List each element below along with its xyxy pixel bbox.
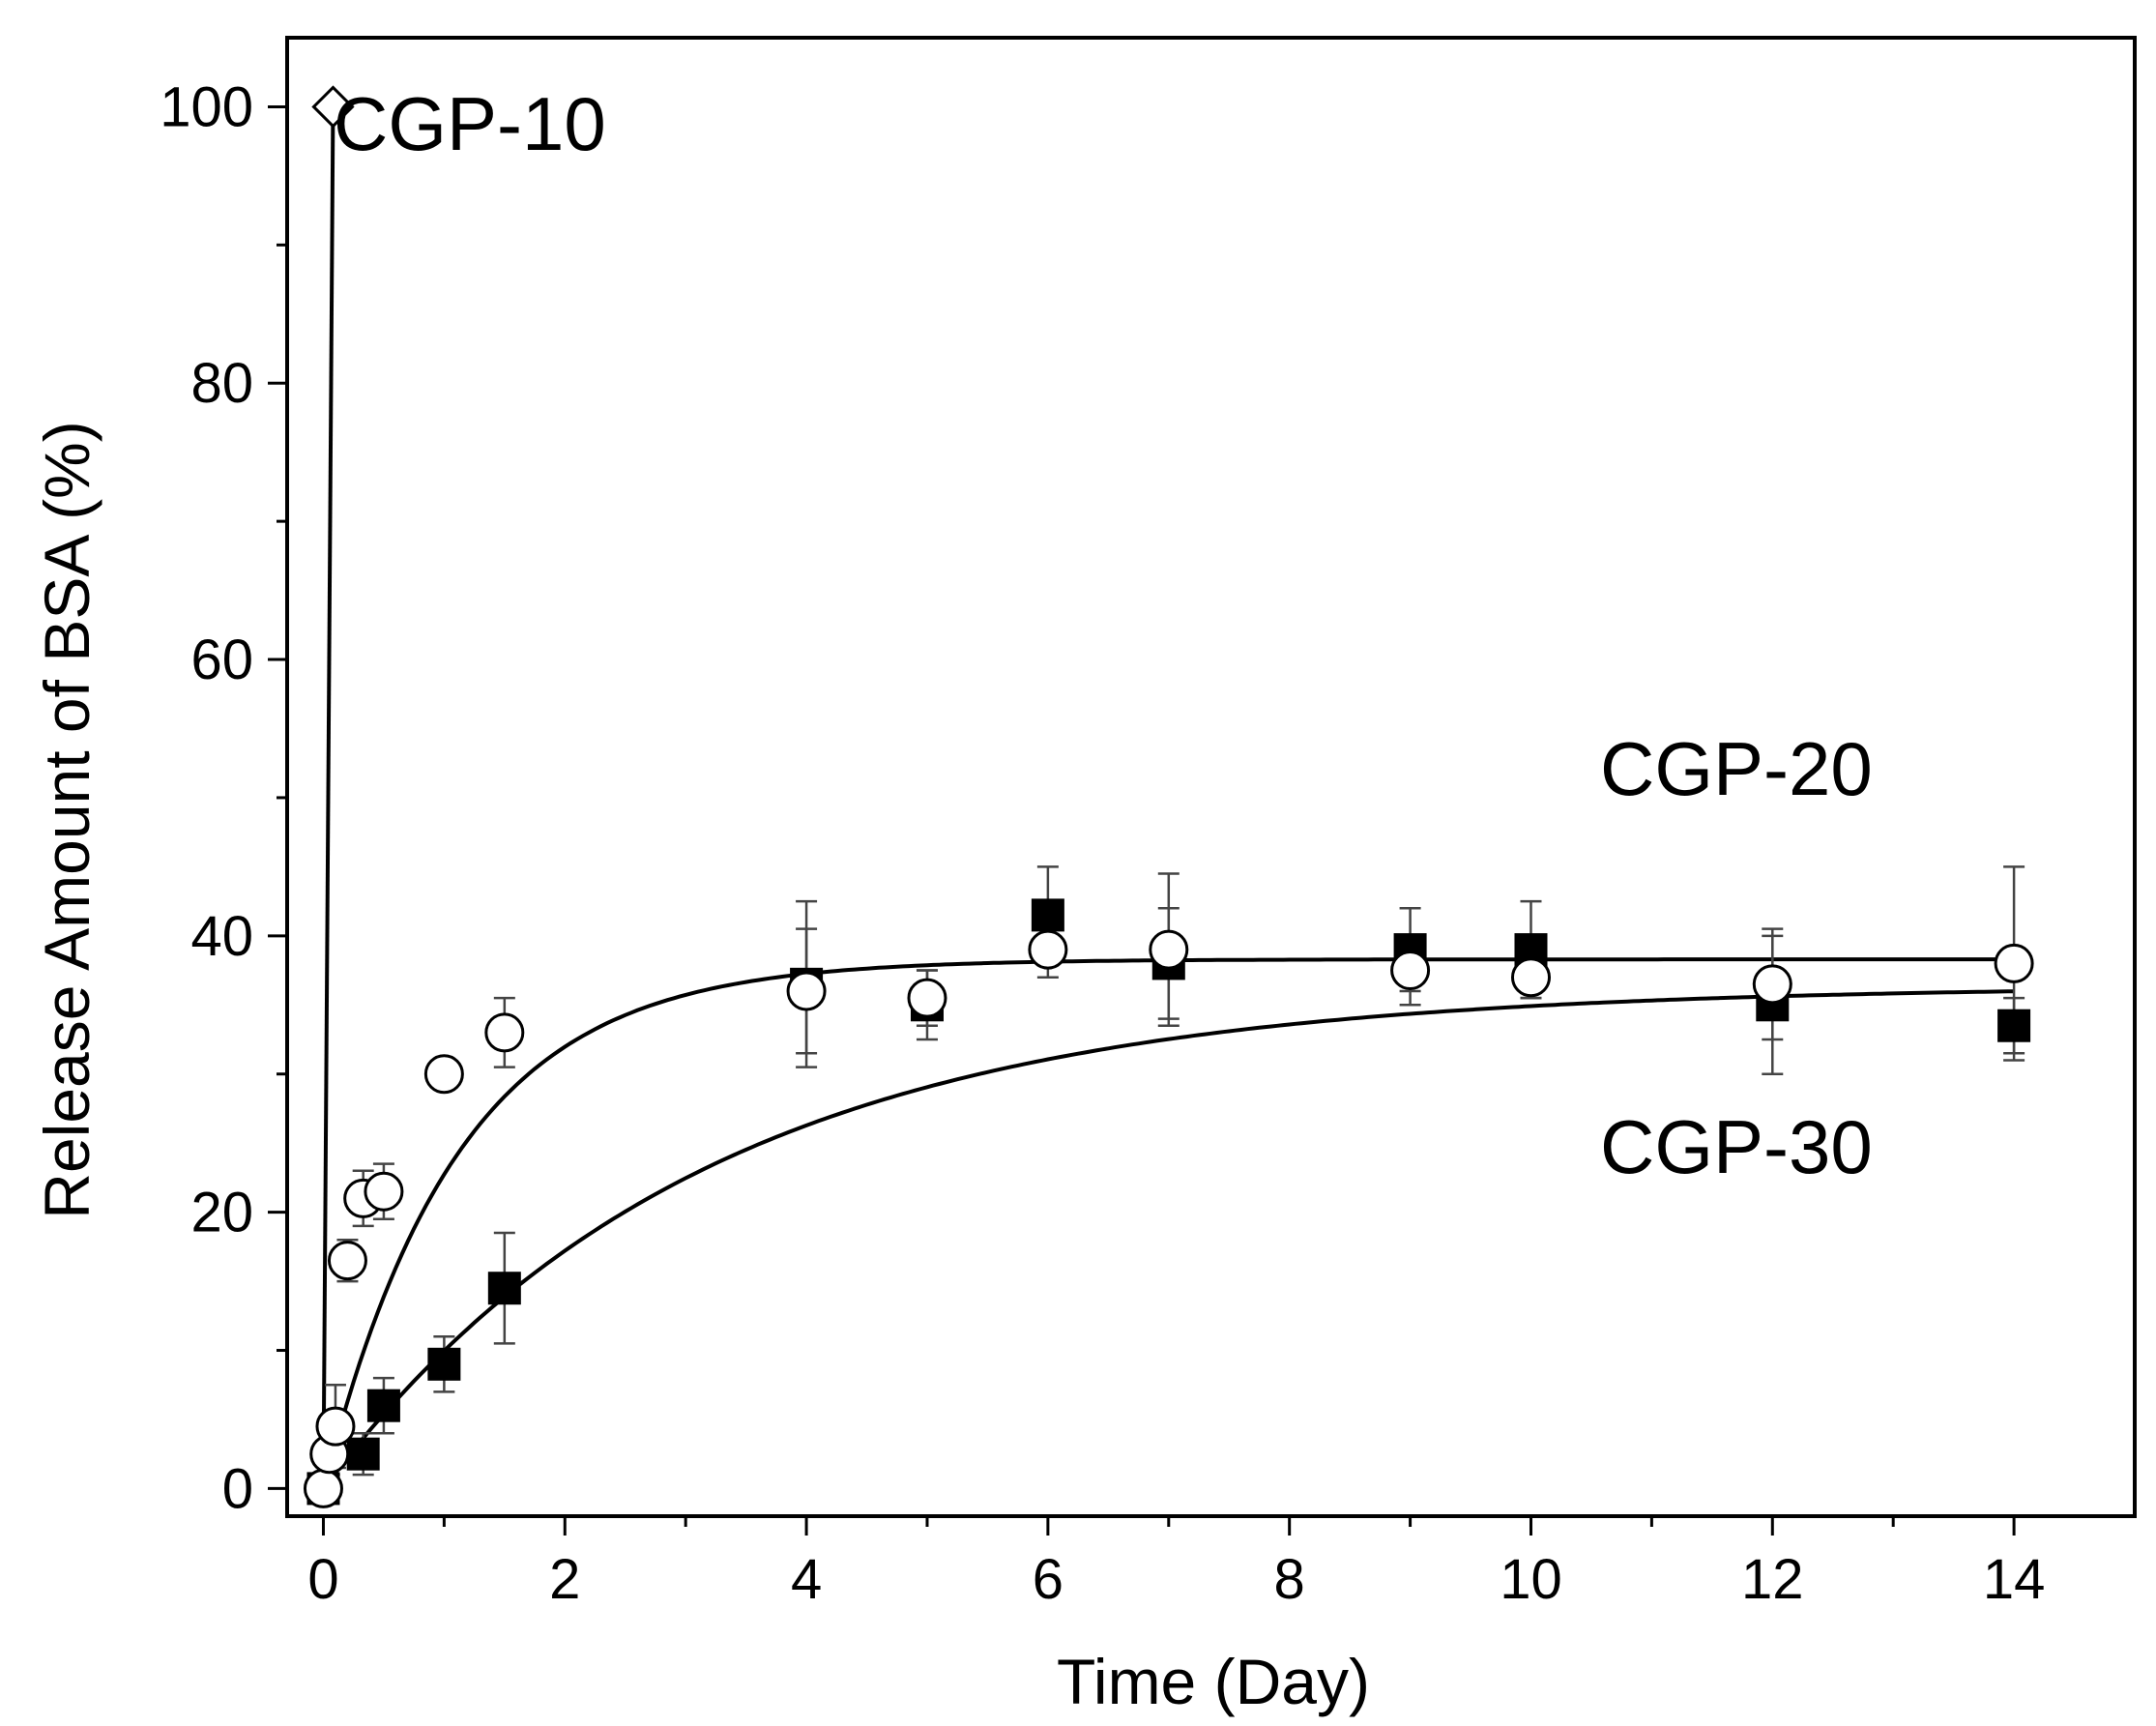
data-point-cgp-30 — [346, 1437, 380, 1471]
data-point-cgp-20 — [1994, 943, 2034, 983]
x-axis-label: Time (Day) — [1057, 1646, 1370, 1717]
data-point-cgp-30 — [487, 1272, 521, 1305]
data-point-cgp-30 — [1997, 1009, 2031, 1042]
label-cgp-20: CGP-20 — [1600, 726, 1873, 811]
x-tick-label-0: 0 — [307, 1548, 338, 1611]
y-tick-label-0: 0 — [222, 1457, 253, 1520]
y-tick-label-60: 60 — [190, 629, 253, 691]
data-point-cgp-20 — [484, 1012, 525, 1053]
axis-ticks: 0 2 4 6 8 10 12 14 0 20 40 60 80 100 — [160, 75, 2045, 1611]
data-point-cgp-20 — [1149, 929, 1189, 970]
x-tick-label-6: 6 — [1033, 1548, 1063, 1611]
data-point-cgp-20 — [303, 1468, 343, 1508]
y-tick-label-100: 100 — [160, 75, 253, 138]
data-point-cgp-20 — [1390, 951, 1431, 991]
y-tick-label-20: 20 — [190, 1182, 253, 1244]
x-tick-label-12: 12 — [1741, 1548, 1804, 1611]
data-point-cgp-10 — [311, 85, 355, 129]
y-tick-label-80: 80 — [190, 352, 253, 415]
data-point-cgp-20 — [907, 978, 947, 1018]
y-axis-label: Release Amount of BSA (%) — [31, 421, 102, 1218]
data-point-cgp-30 — [427, 1347, 461, 1381]
data-point-cgp-20 — [423, 1054, 464, 1095]
data-point-cgp-20 — [1752, 964, 1792, 1005]
x-tick-label-8: 8 — [1274, 1548, 1305, 1611]
data-point-cgp-20 — [1028, 929, 1068, 970]
data-point-cgp-20 — [327, 1241, 367, 1281]
x-tick-label-10: 10 — [1500, 1548, 1562, 1611]
x-tick-label-14: 14 — [1983, 1548, 2046, 1611]
data-point-cgp-30 — [1031, 898, 1064, 932]
x-tick-label-2: 2 — [549, 1548, 580, 1611]
data-point-cgp-30 — [366, 1389, 400, 1422]
data-markers — [303, 85, 2034, 1508]
fit-line-cgp-10 — [321, 106, 335, 1489]
label-cgp-30: CGP-30 — [1600, 1104, 1873, 1189]
data-point-cgp-20 — [364, 1171, 404, 1212]
data-point-cgp-20 — [1510, 957, 1551, 998]
x-tick-label-4: 4 — [791, 1548, 822, 1611]
label-cgp-10: CGP-10 — [334, 81, 606, 166]
data-point-cgp-20 — [315, 1406, 356, 1447]
fit-curve-cgp-30 — [321, 989, 2015, 1490]
plot-frame — [285, 36, 2137, 1518]
y-tick-label-40: 40 — [190, 905, 253, 968]
data-point-cgp-20 — [786, 971, 827, 1011]
